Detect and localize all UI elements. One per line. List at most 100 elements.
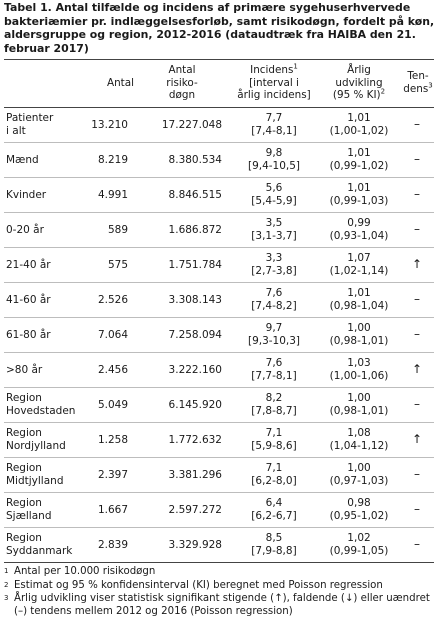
row-label: 0-20 år <box>6 224 44 236</box>
cell-antal: 2.839 <box>97 539 128 551</box>
table-row: Region Midtjylland 2.397 3.381.296 7,1 [6,2-8… <box>4 458 434 493</box>
cell-antal: 1.258 <box>97 434 128 446</box>
row-label: Region Hovedstaden <box>6 392 76 417</box>
cell-incidens: 6,4 [6,2-6,7] <box>251 497 297 522</box>
table-row: Region Nordjylland 1.258 1.772.632 7,1 [5,9-8… <box>4 423 434 458</box>
cell-tendens: ↑ <box>411 257 423 271</box>
table-body: Patienter i alt 13.210 17.227.048 7,7 [7,4-8,… <box>4 108 434 563</box>
cell-risikodogn: 1.772.632 <box>168 434 222 446</box>
cell-tendens: – <box>414 397 420 411</box>
row-label: >80 år <box>6 364 43 376</box>
cell-tendens: ↑ <box>411 432 423 446</box>
table-row: Region Sjælland 1.667 2.597.272 6,4 [6,2-6,7]… <box>4 493 434 528</box>
cell-arlig-udvikling: 1,00 (0,98-1,01) <box>329 322 389 347</box>
cell-incidens: 7,6 [7,4-8,2] <box>251 287 297 312</box>
row-label: Mænd <box>6 154 39 166</box>
cell-tendens: – <box>414 327 420 341</box>
cell-incidens: 8,2 [7,8-8,7] <box>251 392 297 417</box>
row-label: Patienter i alt <box>6 112 54 137</box>
table-row: Patienter i alt 13.210 17.227.048 7,7 [7,4-8,… <box>4 108 434 143</box>
cell-arlig-udvikling: 1,02 (0,99-1,05) <box>329 532 389 557</box>
cell-arlig-udvikling: 0,99 (0,93-1,04) <box>329 217 389 242</box>
table-title: Tabel 1. Antal tilfælde og incidens af p… <box>4 1 435 55</box>
cell-arlig-udvikling: 1,03 (1,00-1,06) <box>329 357 389 382</box>
table-row: Kvinder 4.991 8.846.515 5,6 [5,4-5,9] 1,01 (0,… <box>4 178 434 213</box>
footnote-2: 2 Estimat og 95 % konfidensinterval (KI) … <box>4 579 383 591</box>
row-label: Region Nordjylland <box>6 427 66 452</box>
row-label: Kvinder <box>6 189 47 201</box>
cell-incidens: 7,7 [7,4-8,1] <box>251 112 297 137</box>
cell-antal: 8.219 <box>97 154 128 166</box>
footnote-3: 3 Årlig udvikling viser statistisk signif… <box>4 593 430 617</box>
table-row: 41-60 år 2.526 3.308.143 7,6 [7,4-8,2] 1,01 (0… <box>4 283 434 318</box>
cell-arlig-udvikling: 1,01 (0,99-1,02) <box>329 147 389 172</box>
cell-risikodogn: 1.751.784 <box>168 259 222 271</box>
cell-risikodogn: 8.380.534 <box>168 154 222 166</box>
footnote-1: 1 Antal per 10.000 risikodøgn <box>4 566 156 577</box>
cell-antal: 7.064 <box>97 329 128 341</box>
row-label: 21-40 år <box>6 259 51 271</box>
cell-antal: 2.456 <box>97 364 128 376</box>
row-label: Region Syddanmark <box>6 532 73 557</box>
cell-risikodogn: 3.222.160 <box>168 364 222 376</box>
cell-arlig-udvikling: 1,07 (1,02-1,14) <box>329 252 389 277</box>
cell-antal: 2.526 <box>97 294 128 306</box>
header-antal: Antal <box>106 77 134 89</box>
header-incidens: Incidens1 [interval i årlig incidens] <box>237 62 311 102</box>
table-header: Antal Antal risiko- døgn Incidens1 [inte… <box>4 60 434 108</box>
cell-incidens: 8,5 [7,9-8,8] <box>251 532 297 557</box>
cell-antal: 589 <box>107 224 128 236</box>
cell-arlig-udvikling: 1,00 (0,97-1,03) <box>329 462 389 487</box>
cell-risikodogn: 3.308.143 <box>168 294 222 306</box>
cell-arlig-udvikling: 1,01 (0,98-1,04) <box>329 287 389 312</box>
document-page: Tabel 1. Antal tilfælde og incidens af p… <box>4 0 436 618</box>
table-row: 21-40 år 575 1.751.784 3,3 [2,7-3,8] 1,07 (1,0… <box>4 248 434 283</box>
cell-arlig-udvikling: 0,98 (0,95-1,02) <box>329 497 389 522</box>
cell-incidens: 9,7 [9,3-10,3] <box>247 322 301 347</box>
cell-incidens: 5,6 [5,4-5,9] <box>251 182 297 207</box>
row-label: Region Sjælland <box>6 497 52 522</box>
cell-risikodogn: 1.686.872 <box>168 224 222 236</box>
cell-tendens: – <box>414 292 420 306</box>
cell-risikodogn: 3.329.928 <box>168 539 222 551</box>
header-arlig-udvikling: Årlig udvikling (95 % KI)2 <box>332 64 386 102</box>
table-row: Mænd 8.219 8.380.534 9,8 [9,4-10,5] 1,01 (0,99… <box>4 143 434 178</box>
cell-risikodogn: 3.381.296 <box>168 469 222 481</box>
cell-tendens: – <box>414 467 420 481</box>
cell-risikodogn: 17.227.048 <box>161 119 222 131</box>
cell-incidens: 3,5 [3,1-3,7] <box>251 217 297 242</box>
cell-tendens: – <box>414 152 420 166</box>
cell-risikodogn: 8.846.515 <box>168 189 222 201</box>
header-risikodogn: Antal risiko- døgn <box>166 64 198 102</box>
row-label: 61-80 år <box>6 329 51 341</box>
cell-antal: 575 <box>107 259 128 271</box>
data-table: Antal Antal risiko- døgn Incidens1 [inte… <box>4 59 434 563</box>
row-label: Region Midtjylland <box>6 462 64 487</box>
cell-tendens: – <box>414 537 420 551</box>
cell-antal: 1.667 <box>97 504 128 516</box>
cell-antal: 5.049 <box>97 399 128 411</box>
cell-antal: 4.991 <box>97 189 128 201</box>
cell-antal: 13.210 <box>91 119 128 131</box>
table-row: Region Syddanmark 2.839 3.329.928 8,5 [7,9-8,… <box>4 528 434 563</box>
cell-tendens: – <box>414 222 420 236</box>
row-label: 41-60 år <box>6 294 51 306</box>
header-tendens: Ten- dens3 <box>403 70 433 95</box>
cell-incidens: 3,3 [2,7-3,8] <box>251 252 297 277</box>
cell-arlig-udvikling: 1,01 (1,00-1,02) <box>329 112 389 137</box>
cell-incidens: 7,6 [7,7-8,1] <box>251 357 297 382</box>
cell-tendens: ↑ <box>411 362 423 376</box>
cell-risikodogn: 7.258.094 <box>168 329 222 341</box>
cell-tendens: – <box>414 502 420 516</box>
cell-risikodogn: 2.597.272 <box>168 504 222 516</box>
cell-incidens: 7,1 [5,9-8,6] <box>251 427 297 452</box>
table-row: 61-80 år 7.064 7.258.094 9,7 [9,3-10,3] 1,00(… <box>4 318 434 353</box>
cell-tendens: – <box>414 187 420 201</box>
table-row: Region Hovedstaden 5.049 6.145.920 8,2 [7,8-8… <box>4 388 434 423</box>
table-row: 0-20 år 589 1.686.872 3,5 [3,1-3,7] 0,99 (0,93… <box>4 213 434 248</box>
cell-risikodogn: 6.145.920 <box>168 399 222 411</box>
cell-antal: 2.397 <box>97 469 128 481</box>
cell-tendens: – <box>414 117 420 131</box>
cell-arlig-udvikling: 1,01 (0,99-1,03) <box>329 182 389 207</box>
footnotes: 1 Antal per 10.000 risikodøgn 2 Estimat og… <box>4 563 436 618</box>
